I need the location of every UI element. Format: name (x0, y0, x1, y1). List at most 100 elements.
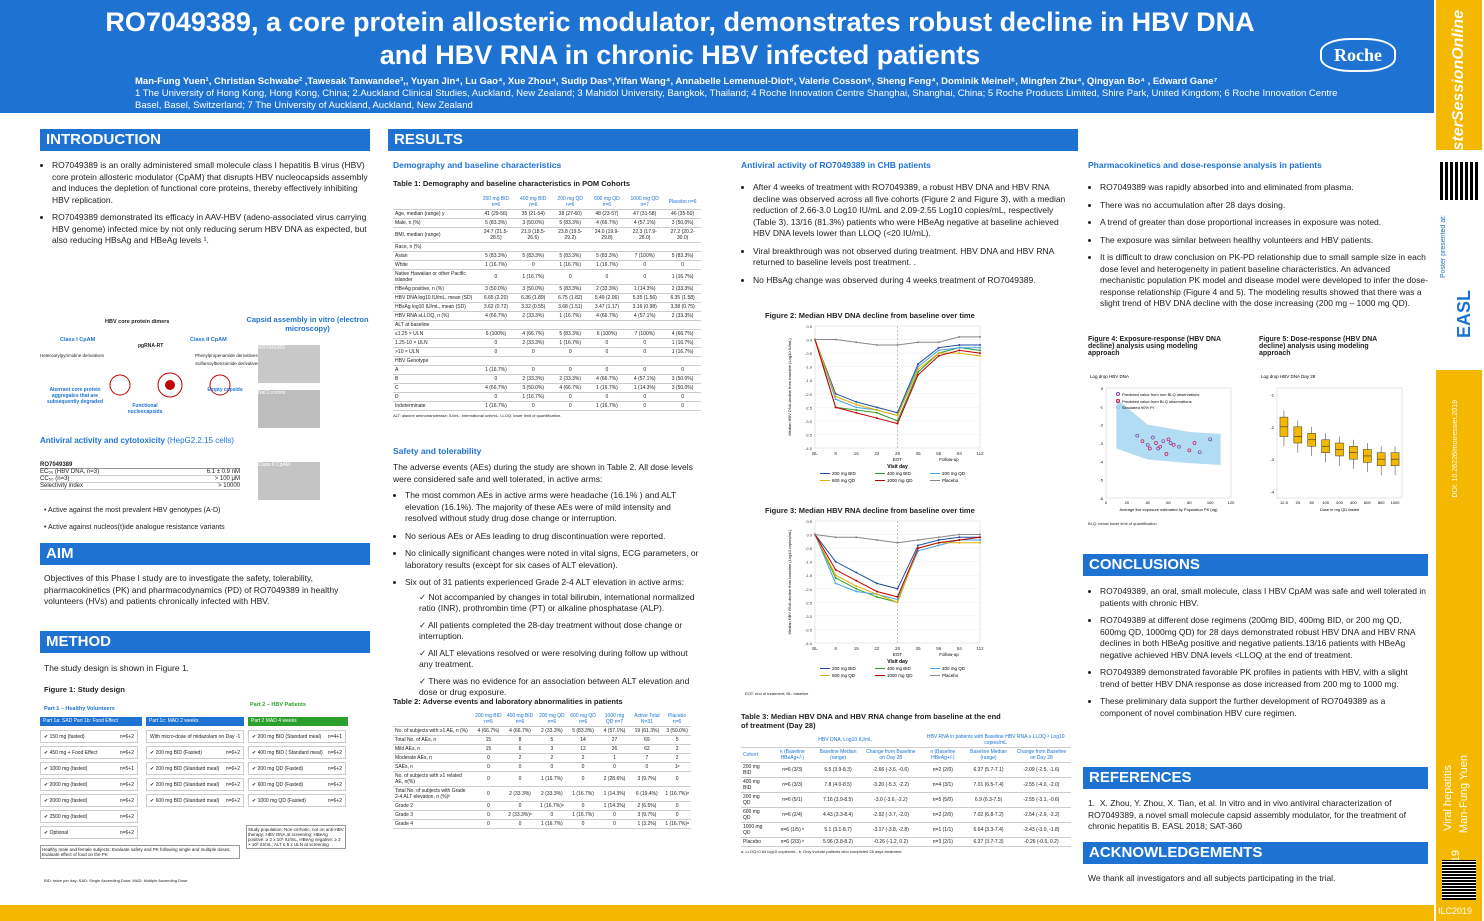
p2-arm-label: ✔ 600 mg QD (Fasted) (252, 782, 304, 788)
p2-arm-label: ✔ 400 mg BID ( Standard meal) (252, 750, 323, 756)
affiliations: 1 The University of Hong Kong, Hong Kong… (135, 88, 1338, 111)
table1-cell: 3 (50.0%) (664, 383, 701, 393)
data-point (855, 571, 858, 574)
data-point (979, 349, 981, 352)
data-point (937, 341, 940, 344)
table2-cell: 0 (663, 810, 691, 820)
y-tick-label: -3.0 (805, 614, 813, 619)
y-tick-label: -3 (1270, 457, 1274, 462)
y-tick-label: -2.0 (805, 392, 813, 397)
legend-marker (1116, 399, 1120, 403)
p2-arm: ✔ 1000 mg QD (Fasted) n=6+2 (248, 794, 346, 807)
antiviral-subheading: Antiviral activity of RO7049389 in CHB p… (741, 160, 931, 170)
data-point (937, 536, 940, 539)
table1-cell: 0 (625, 269, 665, 285)
table3-cell: n=6 (2/4) (769, 807, 815, 823)
table3-cell: 7.01 (6.5-7.4) (965, 777, 1012, 793)
aberrant-label: Aberrant core protein aggregates that ar… (46, 387, 104, 405)
table1-cell: B (393, 374, 478, 384)
table3-cell: n=3 (2/1) (920, 837, 966, 847)
y-tick-label: -1.0 (805, 365, 813, 370)
scatter-point (1156, 446, 1160, 451)
x-tick-label: 200 (1336, 500, 1343, 505)
table2-cell: 0 (472, 753, 504, 763)
safety-sub-3-text: All ALT elevations resolved or were reso… (419, 647, 688, 670)
bottom-bar (0, 905, 1434, 921)
table3-caption: Table 3: Median HBV DNA and HBV RNA chan… (741, 712, 1001, 730)
table1-cell: 0 (551, 347, 589, 357)
table1-cell: 0 (551, 392, 589, 402)
antiviral-bullet-2: Viral breakthrough was not observed duri… (753, 246, 1071, 269)
part2-label: Part 2 – HBV Patients (250, 702, 306, 708)
x-tick-label: 8 (834, 646, 837, 651)
table3-cell: n=2 (2/0) (920, 807, 966, 823)
table2-cell: Moderate AEs, n (393, 753, 473, 763)
table3-cell: -3.0 (-3.6, -2.2) (861, 792, 921, 808)
table1-cell: 2 (33.3%) (514, 311, 552, 321)
eot-label: EOT (893, 652, 903, 657)
y-tick-label: -4.0 (805, 641, 813, 646)
eot-label: EOT (893, 457, 903, 462)
table3-cell: n=2 (2/0) (920, 762, 966, 778)
x-tick-label: BL (812, 451, 818, 456)
antiviral-bullet-1: After 4 weeks of treatment with RO704938… (753, 182, 1071, 240)
table1-cell (514, 320, 552, 330)
table3-cell: -2.66 (-3.6, -0.6) (861, 762, 921, 778)
table2-cell: 1 (16.7%)ᵃ (536, 801, 568, 811)
table2-cell: 62 (630, 744, 664, 754)
y-tick-label: -1 (1270, 392, 1274, 397)
table2-cell: 1 (598, 753, 631, 763)
table2-cell: 2 (503, 753, 537, 763)
table1-cell: HBV Genotype (393, 356, 478, 366)
table1-cell: 0 (664, 392, 701, 402)
x-tick-label: 12.5 (1280, 500, 1289, 505)
y-tick-label: -2.5 (805, 405, 813, 410)
table1-cell: 3.32 (0.55) (514, 302, 552, 312)
data-point (814, 338, 816, 341)
table2-cell: 0 (472, 819, 504, 829)
table2-cell: 1 (14.3%) (598, 786, 631, 802)
scatter-point (1166, 437, 1171, 442)
data-point (855, 536, 858, 539)
table2-cell: 14 (567, 735, 599, 745)
table1-cell: >10 × ULN (393, 347, 478, 357)
table2-cell: 0 (503, 771, 537, 787)
p2-arm-n: n=6+2 (327, 750, 342, 756)
safety-subbullets: ✓ Not accompanied by changes in total bi… (393, 592, 703, 699)
x-axis-label: Visit day (887, 464, 908, 470)
sul-label: Sulfamoylbenzamide derivatives (195, 361, 260, 366)
table1-header-cell: Placebo n=6 (664, 195, 701, 210)
table2-cell: 2 (28.6%) (598, 771, 631, 787)
data-point (979, 346, 981, 349)
data-point (979, 533, 981, 536)
figure2-chart: 0.5 0.0 -0.5 -1.0 -1.5 -2.0 -2.5 -3.0 -3.5 -4.0BL… (787, 324, 984, 483)
table1-cell: C (393, 383, 478, 393)
table1-cell (625, 356, 665, 366)
table3-header-cell: n (Baseline HBeAg+/-) (769, 747, 815, 763)
table3-group-dna: HBV DNA, Log10 IU/mL (769, 733, 921, 748)
y-tick-label: -1 (1099, 404, 1103, 409)
x-tick-label: 40 (1145, 500, 1150, 505)
table3-group-row: HBV DNA, Log10 IU/mL HBV RNA in patients … (741, 733, 1071, 748)
table1-cell (625, 320, 665, 330)
table1-cell: 1 (16.7%) (664, 347, 701, 357)
data-point (875, 406, 878, 409)
p2-arm: ✔ 600 mg QD (Fasted) n=6+2 (248, 778, 346, 791)
x-tick-label: 100 (1207, 500, 1214, 505)
p1a-arm-label: ✔ Optional (44, 830, 69, 836)
table1-header-cell (393, 195, 478, 210)
table1-cell: 5 (83.3%) (551, 329, 589, 339)
method-footnote: BID: twice per day; SAD: Single Ascendin… (44, 878, 188, 883)
table2-cell: 12 (567, 744, 599, 754)
table1-cell: 3 (50.0%) (477, 284, 515, 294)
p1a-arm: ✔ 1000 mg (fasted) n=5+1 (40, 762, 138, 775)
table2-cell: 0 (663, 801, 691, 811)
table2-cell: No. of subjects with ≥1 related AE, n(%) (393, 771, 473, 787)
figure4-caption: Figure 4: Exposure-response (HBV DNA dec… (1088, 336, 1221, 357)
table1-row: HBeAg positive, n (%) 3 (50.0%) 3 (50.0%) 5… (393, 284, 701, 294)
table1-cell: 5 (83.3%) (477, 218, 515, 228)
av-bullets: • Active against the most prevalent HBV … (44, 505, 264, 533)
data-point (855, 409, 858, 412)
table1-row: HBV RNA ≥LLOQ, n (%) 4 (66.7%) 2 (33.3%) 1 … (393, 311, 701, 321)
